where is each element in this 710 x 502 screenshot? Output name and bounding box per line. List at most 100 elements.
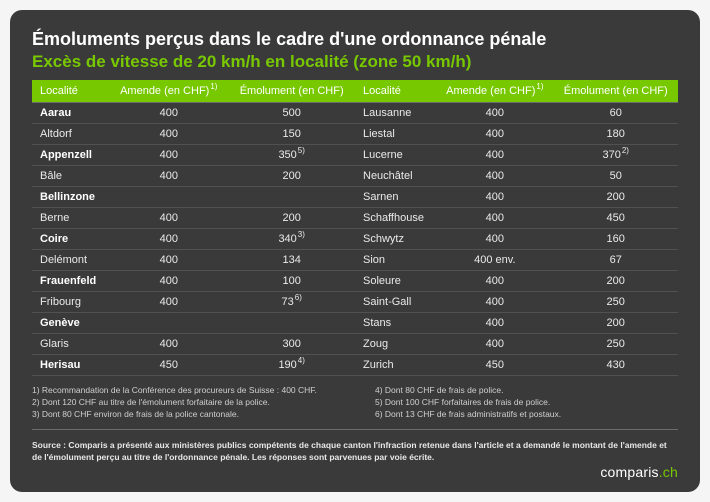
- logo-text: comparis: [600, 464, 658, 480]
- table-left-body: Aarau400500Altdorf400150Appenzell4003505…: [32, 102, 355, 375]
- infographic-card: Émoluments perçus dans le cadre d'une or…: [10, 10, 700, 492]
- table-row: Altdorf400150: [32, 123, 355, 144]
- cell-fine: 400: [109, 291, 228, 312]
- cell-fine: 400: [109, 228, 228, 249]
- cell-locality: Stans: [355, 312, 436, 333]
- cell-locality: Frauenfeld: [32, 270, 109, 291]
- cell-locality: Soleure: [355, 270, 436, 291]
- cell-locality: Sarnen: [355, 186, 436, 207]
- cell-fee: 450: [553, 207, 678, 228]
- cell-fee: 150: [228, 123, 355, 144]
- table-row: Coire4003403): [32, 228, 355, 249]
- table-row: Aarau400500: [32, 102, 355, 123]
- cell-locality: Neuchâtel: [355, 165, 436, 186]
- cell-locality: Delémont: [32, 249, 109, 270]
- footnote-line: 1) Recommandation de la Conférence des p…: [32, 384, 335, 396]
- table-row: Lucerne4003702): [355, 144, 678, 165]
- table-row: Herisau4501904): [32, 354, 355, 375]
- cell-locality: Berne: [32, 207, 109, 228]
- cell-locality: Schwytz: [355, 228, 436, 249]
- table-row: Neuchâtel40050: [355, 165, 678, 186]
- footnote-line: 5) Dont 100 CHF forfaitaires de frais de…: [375, 396, 678, 408]
- footnote-ref: 2): [622, 146, 629, 155]
- cell-fee: 200: [553, 270, 678, 291]
- cell-fee: 200: [228, 207, 355, 228]
- table-row: Bâle400200: [32, 165, 355, 186]
- table-row: Zurich450430: [355, 354, 678, 375]
- table-row: Schaffhouse400450: [355, 207, 678, 228]
- table-row: Stans400200: [355, 312, 678, 333]
- cell-fee: 3505): [228, 144, 355, 165]
- table-row: Glaris400300: [32, 333, 355, 354]
- cell-fine: 400: [109, 123, 228, 144]
- table-right: Localité Amende (en CHF)1) Émolument (en…: [355, 80, 678, 376]
- cell-fee: [228, 312, 355, 333]
- cell-locality: Sion: [355, 249, 436, 270]
- table-header-row: Localité Amende (en CHF)1) Émolument (en…: [355, 80, 678, 103]
- table-row: Genève: [32, 312, 355, 333]
- cell-fee: [228, 186, 355, 207]
- cell-fee: 180: [553, 123, 678, 144]
- cell-fine: [109, 312, 228, 333]
- cell-locality: Liestal: [355, 123, 436, 144]
- cell-fine: 400: [109, 102, 228, 123]
- cell-fine: 400: [109, 249, 228, 270]
- cell-fee: 1904): [228, 354, 355, 375]
- cell-fee: 200: [553, 186, 678, 207]
- cell-fee: 67: [553, 249, 678, 270]
- cell-fee: 134: [228, 249, 355, 270]
- cell-locality: Bellinzone: [32, 186, 109, 207]
- cell-locality: Lausanne: [355, 102, 436, 123]
- table-row: Zoug400250: [355, 333, 678, 354]
- cell-fee: 250: [553, 333, 678, 354]
- table-row: Soleure400200: [355, 270, 678, 291]
- footnote-line: 6) Dont 13 CHF de frais administratifs e…: [375, 408, 678, 420]
- cell-locality: Saint-Gall: [355, 291, 436, 312]
- cell-fine: 400: [436, 102, 553, 123]
- cell-fee: 430: [553, 354, 678, 375]
- cell-locality: Herisau: [32, 354, 109, 375]
- cell-fee: 200: [553, 312, 678, 333]
- cell-fine: 400: [436, 144, 553, 165]
- brand-logo: comparis.ch: [600, 464, 678, 480]
- cell-fee: 60: [553, 102, 678, 123]
- table-row: Saint-Gall400250: [355, 291, 678, 312]
- cell-fine: 400: [109, 144, 228, 165]
- table-row: Schwytz400160: [355, 228, 678, 249]
- cell-locality: Zurich: [355, 354, 436, 375]
- cell-fee: 500: [228, 102, 355, 123]
- col-locality: Localité: [355, 80, 436, 103]
- cell-locality: Coire: [32, 228, 109, 249]
- col-fine: Amende (en CHF)1): [436, 80, 553, 103]
- cell-locality: Genève: [32, 312, 109, 333]
- table-row: Sion400 env.67: [355, 249, 678, 270]
- cell-fine: [109, 186, 228, 207]
- footnote-ref: 6): [295, 293, 302, 302]
- cell-locality: Aarau: [32, 102, 109, 123]
- table-row: Liestal400180: [355, 123, 678, 144]
- cell-fee: 200: [228, 165, 355, 186]
- cell-fee: 160: [553, 228, 678, 249]
- cell-fine: 400: [436, 270, 553, 291]
- cell-fine: 400: [109, 165, 228, 186]
- cell-fine: 400: [436, 165, 553, 186]
- footnotes: 1) Recommandation de la Conférence des p…: [32, 384, 678, 430]
- cell-fine: 400: [109, 207, 228, 228]
- cell-locality: Bâle: [32, 165, 109, 186]
- cell-fine: 400: [436, 123, 553, 144]
- footnote-ref: 3): [298, 230, 305, 239]
- cell-locality: Altdorf: [32, 123, 109, 144]
- main-title: Émoluments perçus dans le cadre d'une or…: [32, 28, 678, 51]
- cell-locality: Lucerne: [355, 144, 436, 165]
- cell-fine: 400: [109, 333, 228, 354]
- cell-fine: 400: [436, 207, 553, 228]
- footnote-ref: 4): [298, 356, 305, 365]
- cell-fine: 400 env.: [436, 249, 553, 270]
- source-text: Source : Comparis a présenté aux ministè…: [32, 440, 678, 464]
- logo-suffix: .ch: [659, 464, 678, 480]
- cell-fine: 450: [109, 354, 228, 375]
- table-right-body: Lausanne40060Liestal400180Lucerne4003702…: [355, 102, 678, 375]
- cell-locality: Zoug: [355, 333, 436, 354]
- cell-fee: 250: [553, 291, 678, 312]
- cell-fee: 50: [553, 165, 678, 186]
